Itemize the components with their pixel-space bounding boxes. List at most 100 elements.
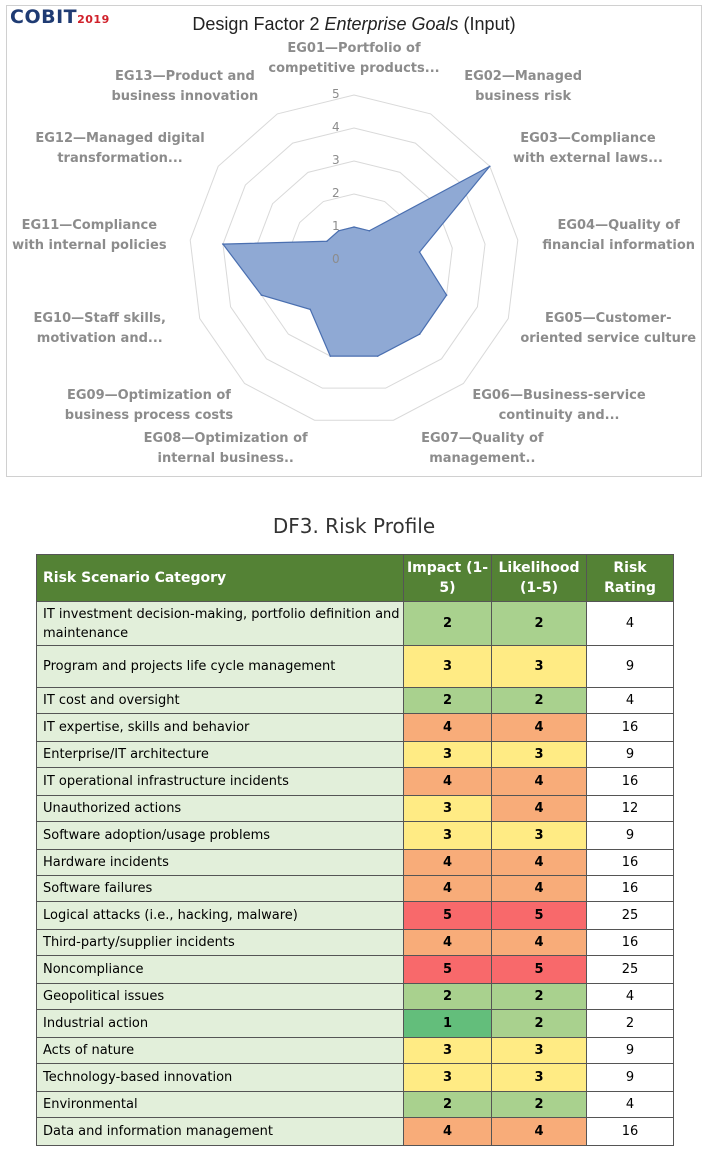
axis-label-line: EG12—Managed digital xyxy=(35,131,205,147)
radar-grid-ring xyxy=(189,94,519,421)
radar-point xyxy=(368,229,371,232)
risk-rating-cell: 16 xyxy=(586,767,674,796)
table-row: IT expertise, skills and behavior 4 4 16 xyxy=(36,713,674,742)
table-row: Logical attacks (i.e., hacking, malware)… xyxy=(36,901,674,930)
risk-rating-cell: 9 xyxy=(586,1037,674,1064)
impact-cell: 2 xyxy=(403,1091,492,1118)
table-row: Software adoption/usage problems 3 3 9 xyxy=(36,821,674,850)
radar-point xyxy=(309,308,312,311)
impact-cell: 4 xyxy=(403,767,492,796)
radar-point xyxy=(445,294,448,296)
table-row: Industrial action 1 2 2 xyxy=(36,1009,674,1038)
radar-point xyxy=(337,229,340,232)
impact-cell: 3 xyxy=(403,1037,492,1064)
axis-label-line: EG02—Managed xyxy=(464,69,583,85)
header-impact: Impact (1-5) xyxy=(403,554,492,602)
axis-label-line: EG04—Quality of xyxy=(557,218,680,234)
risk-rating-cell: 4 xyxy=(586,687,674,714)
axis-label-line: financial information xyxy=(542,238,696,254)
table-row: Program and projects life cycle manageme… xyxy=(36,645,674,688)
axis-label-line: with external laws... xyxy=(513,151,663,167)
axis-label-line: EG06—Business-service xyxy=(472,387,646,403)
axis-label-line: business risk xyxy=(475,89,572,105)
axis-label-eg02: EG02—Managed business risk xyxy=(428,67,618,107)
likelihood-cell: 2 xyxy=(491,601,587,646)
risk-profile-title: DF3. Risk Profile xyxy=(272,514,436,538)
risk-category-cell: Acts of nature xyxy=(36,1037,404,1064)
risk-category-cell: Program and projects life cycle manageme… xyxy=(36,645,404,688)
table-row: Software failures 4 4 16 xyxy=(36,875,674,902)
axis-label-line: EG08—Optimization of xyxy=(143,431,308,447)
likelihood-cell: 5 xyxy=(491,901,587,930)
risk-rating-cell: 4 xyxy=(586,1091,674,1118)
risk-category-cell: Third-party/supplier incidents xyxy=(36,929,404,956)
likelihood-cell: 3 xyxy=(491,1063,587,1092)
risk-category-cell: Enterprise/IT architecture xyxy=(36,741,404,768)
impact-cell: 5 xyxy=(403,955,492,984)
risk-rating-cell: 16 xyxy=(586,713,674,742)
risk-rating-cell: 2 xyxy=(586,1009,674,1038)
likelihood-cell: 4 xyxy=(491,929,587,956)
risk-category-cell: Software failures xyxy=(36,875,404,902)
likelihood-cell: 3 xyxy=(491,1037,587,1064)
likelihood-cell: 4 xyxy=(491,713,587,742)
risk-category-cell: Noncompliance xyxy=(36,955,404,984)
likelihood-cell: 3 xyxy=(491,821,587,850)
axis-label-line: motivation and... xyxy=(36,331,163,347)
radar-point xyxy=(418,333,421,335)
likelihood-cell: 3 xyxy=(491,645,587,688)
radial-tick-label: 4 xyxy=(332,120,340,134)
axis-label-line: EG09—Optimization of xyxy=(66,387,231,403)
axis-label-line: oriented service culture xyxy=(520,331,697,347)
risk-category-cell: Software adoption/usage problems xyxy=(36,821,404,850)
table-row: Environmental 2 2 4 xyxy=(36,1091,674,1118)
risk-category-cell: Unauthorized actions xyxy=(36,795,404,822)
risk-rating-cell: 12 xyxy=(586,795,674,822)
axis-label-eg03: EG03—Compliance with external laws... xyxy=(493,129,683,169)
table-row: Enterprise/IT architecture 3 3 9 xyxy=(36,741,674,768)
table-row: Technology-based innovation 3 3 9 xyxy=(36,1063,674,1092)
impact-cell: 3 xyxy=(403,1063,492,1092)
axis-label-eg07: EG07—Quality of management.. xyxy=(387,429,577,469)
risk-category-cell: Technology-based innovation xyxy=(36,1063,404,1092)
risk-category-cell: Hardware incidents xyxy=(36,849,404,876)
table-row: Third-party/supplier incidents 4 4 16 xyxy=(36,929,674,956)
likelihood-cell: 4 xyxy=(491,795,587,822)
likelihood-cell: 2 xyxy=(491,983,587,1010)
axis-label-eg04: EG04—Quality of financial information xyxy=(524,216,708,256)
chart-title: Design Factor 2 Enterprise Goals (Input) xyxy=(192,14,516,34)
axis-label-line: with internal policies xyxy=(12,238,167,254)
axis-label-eg09: EG09—Optimization of business process cos… xyxy=(54,386,244,426)
radar-point xyxy=(260,294,263,296)
risk-rating-cell: 4 xyxy=(586,983,674,1010)
axis-label-line: EG07—Quality of xyxy=(421,431,544,447)
impact-cell: 2 xyxy=(403,687,492,714)
radar-point xyxy=(353,226,355,228)
risk-rating-cell: 16 xyxy=(586,1117,674,1146)
radial-tick-label: 3 xyxy=(332,153,340,167)
axis-label-eg08: EG08—Optimization of internal business.. xyxy=(131,429,321,469)
table-header-row: Risk Scenario Category Impact (1-5) Like… xyxy=(36,554,674,602)
radar-point xyxy=(488,165,491,168)
header-likelihood: Likelihood (1-5) xyxy=(491,554,587,602)
impact-cell: 4 xyxy=(403,713,492,742)
radar-point xyxy=(418,251,421,253)
risk-rating-cell: 25 xyxy=(586,955,674,984)
risk-category-cell: Data and information management xyxy=(36,1117,404,1146)
impact-cell: 4 xyxy=(403,929,492,956)
radar-point xyxy=(222,243,224,245)
table-row: IT operational infrastructure incidents 4… xyxy=(36,767,674,796)
axis-label-line: EG01—Portfolio of xyxy=(287,41,421,56)
header-category: Risk Scenario Category xyxy=(36,554,404,602)
axis-label-line: management.. xyxy=(429,451,536,467)
impact-cell: 4 xyxy=(403,849,492,876)
likelihood-cell: 3 xyxy=(491,741,587,768)
axis-label-line: EG10—Staff skills, xyxy=(33,311,166,327)
table-row: Hardware incidents 4 4 16 xyxy=(36,849,674,876)
likelihood-cell: 4 xyxy=(491,767,587,796)
impact-cell: 5 xyxy=(403,901,492,930)
likelihood-cell: 4 xyxy=(491,1117,587,1146)
risk-category-cell: IT operational infrastructure incidents xyxy=(36,767,404,796)
risk-category-cell: IT cost and oversight xyxy=(36,687,404,714)
risk-category-cell: Logical attacks (i.e., hacking, malware) xyxy=(36,901,404,930)
